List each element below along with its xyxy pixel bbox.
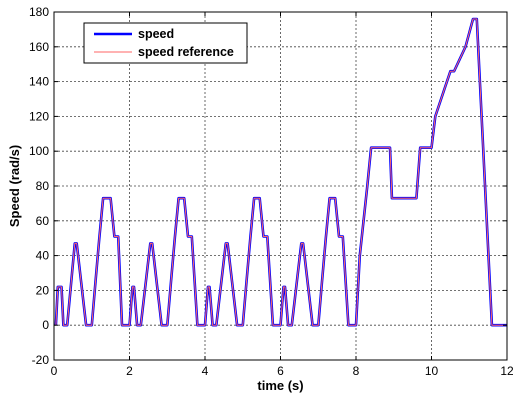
y-tick-label: 0 <box>42 318 49 332</box>
y-tick-label: 60 <box>36 214 50 228</box>
x-tick-label: 12 <box>500 364 513 378</box>
x-tick-label: 2 <box>126 364 133 378</box>
x-axis-label: time (s) <box>257 378 303 393</box>
y-tick-label: 100 <box>29 144 49 158</box>
y-tick-label: 20 <box>36 283 50 297</box>
x-tick-label: 0 <box>51 364 58 378</box>
legend-box <box>83 22 248 64</box>
plot-series <box>54 17 507 327</box>
y-tick-label: -20 <box>32 353 50 367</box>
legend: speed speed reference <box>83 22 248 64</box>
legend-label-speed: speed <box>138 27 174 41</box>
y-tick-label: 140 <box>29 75 49 89</box>
y-tick-label: 160 <box>29 40 49 54</box>
y-axis-label: Speed (rad/s) <box>7 145 22 227</box>
y-tick-label: 40 <box>36 249 50 263</box>
y-tick-label: 120 <box>29 109 49 123</box>
grid-lines <box>54 12 507 360</box>
x-tick-label: 6 <box>277 364 284 378</box>
y-tick-label: 180 <box>29 5 49 19</box>
series-line-speed-reference <box>55 18 507 326</box>
series-line-speed <box>54 17 507 327</box>
x-tick-label: 4 <box>202 364 209 378</box>
y-tick-label: 80 <box>36 179 50 193</box>
legend-label-speed-reference: speed reference <box>138 45 234 59</box>
x-tick-label: 8 <box>353 364 360 378</box>
x-tick-label: 10 <box>425 364 439 378</box>
